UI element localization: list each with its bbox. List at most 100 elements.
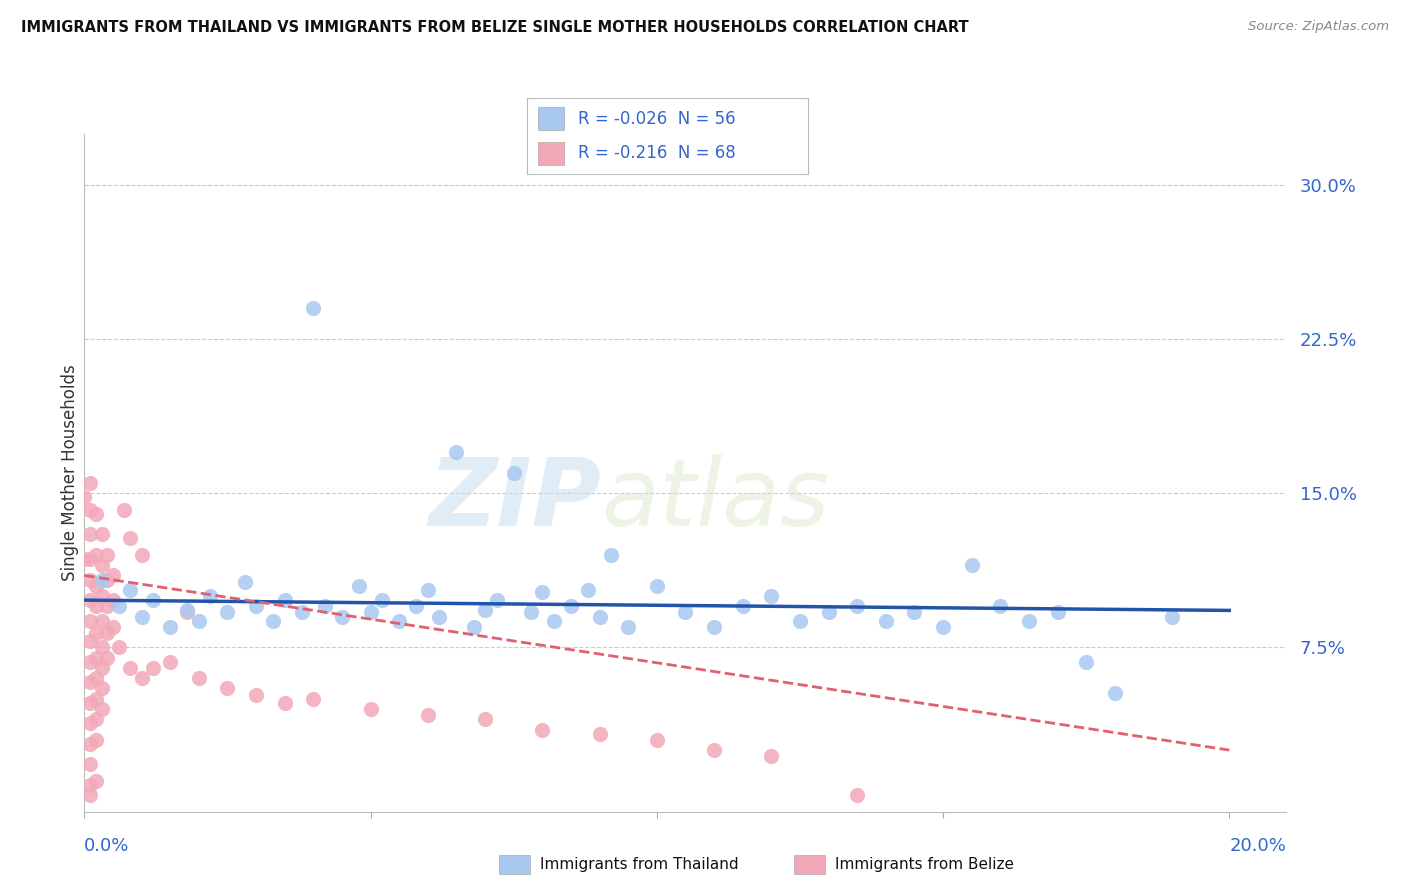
Text: ZIP: ZIP [429,454,602,546]
Text: atlas: atlas [602,454,830,545]
Point [90,661,112,675]
Point [142,661,165,675]
Point [560,599,582,614]
Point [90,614,112,628]
Point [79,614,101,628]
Point [274,696,297,710]
Point [79,502,101,516]
Point [347,579,370,593]
Point [84,691,107,706]
Point [159,655,181,669]
Point [84,626,107,640]
Point [360,702,382,716]
Point [731,599,754,614]
Point [474,603,496,617]
Point [96,626,118,640]
Point [79,593,101,607]
Point [84,712,107,726]
Point [262,614,284,628]
Point [217,606,239,620]
Point [600,548,623,562]
Text: R = -0.026  N = 56: R = -0.026 N = 56 [578,110,735,128]
Text: IMMIGRANTS FROM THAILAND VS IMMIGRANTS FROM BELIZE SINGLE MOTHER HOUSEHOLDS CORR: IMMIGRANTS FROM THAILAND VS IMMIGRANTS F… [21,20,969,35]
Text: 0.0%: 0.0% [84,837,129,855]
Point [79,757,101,772]
Point [474,712,496,726]
Point [531,723,554,737]
Point [101,593,124,607]
Point [84,599,107,614]
Point [416,582,439,597]
Point [576,582,599,597]
Point [761,589,783,603]
Point [73,552,96,566]
Text: Immigrants from Thailand: Immigrants from Thailand [540,857,738,871]
Point [96,599,118,614]
Point [96,573,118,587]
Point [79,552,101,566]
Y-axis label: Single Mother Households: Single Mother Households [62,365,80,581]
Point [330,609,353,624]
Point [159,620,181,634]
Point [200,589,222,603]
Point [291,606,314,620]
Point [988,599,1011,614]
Point [79,716,101,731]
Point [761,749,783,764]
Point [142,593,165,607]
Point [84,548,107,562]
Text: Immigrants from Belize: Immigrants from Belize [835,857,1014,871]
Point [84,507,107,521]
Point [96,650,118,665]
Point [645,579,668,593]
Point [543,614,565,628]
Point [90,702,112,716]
Point [101,568,124,582]
Point [176,606,198,620]
Point [427,609,450,624]
Point [388,614,411,628]
Point [79,476,101,491]
Point [90,640,112,655]
Point [645,732,668,747]
Point [101,620,124,634]
Point [875,614,897,628]
Point [502,466,524,480]
Point [107,640,129,655]
Point [405,599,427,614]
Point [79,696,101,710]
Point [360,606,382,620]
Point [96,548,118,562]
Point [79,655,101,669]
Point [90,681,112,696]
Point [84,650,107,665]
Point [846,599,869,614]
Point [90,573,112,587]
Point [79,675,101,690]
Point [703,620,725,634]
Point [79,789,101,803]
Point [1104,685,1126,699]
Point [1046,606,1069,620]
Point [131,671,153,685]
Point [371,593,394,607]
Point [84,773,107,788]
Point [217,681,239,696]
Point [446,445,468,459]
Point [960,558,983,573]
Point [107,599,129,614]
Point [245,599,267,614]
Point [245,688,267,702]
Bar [538,142,564,165]
Point [176,603,198,617]
Point [789,614,811,628]
Point [120,532,142,546]
Point [463,620,485,634]
Point [90,558,112,573]
Point [588,726,610,740]
Text: R = -0.216  N = 68: R = -0.216 N = 68 [578,145,735,162]
Point [131,609,153,624]
Point [114,502,135,516]
Bar [538,107,564,130]
Point [131,548,153,562]
